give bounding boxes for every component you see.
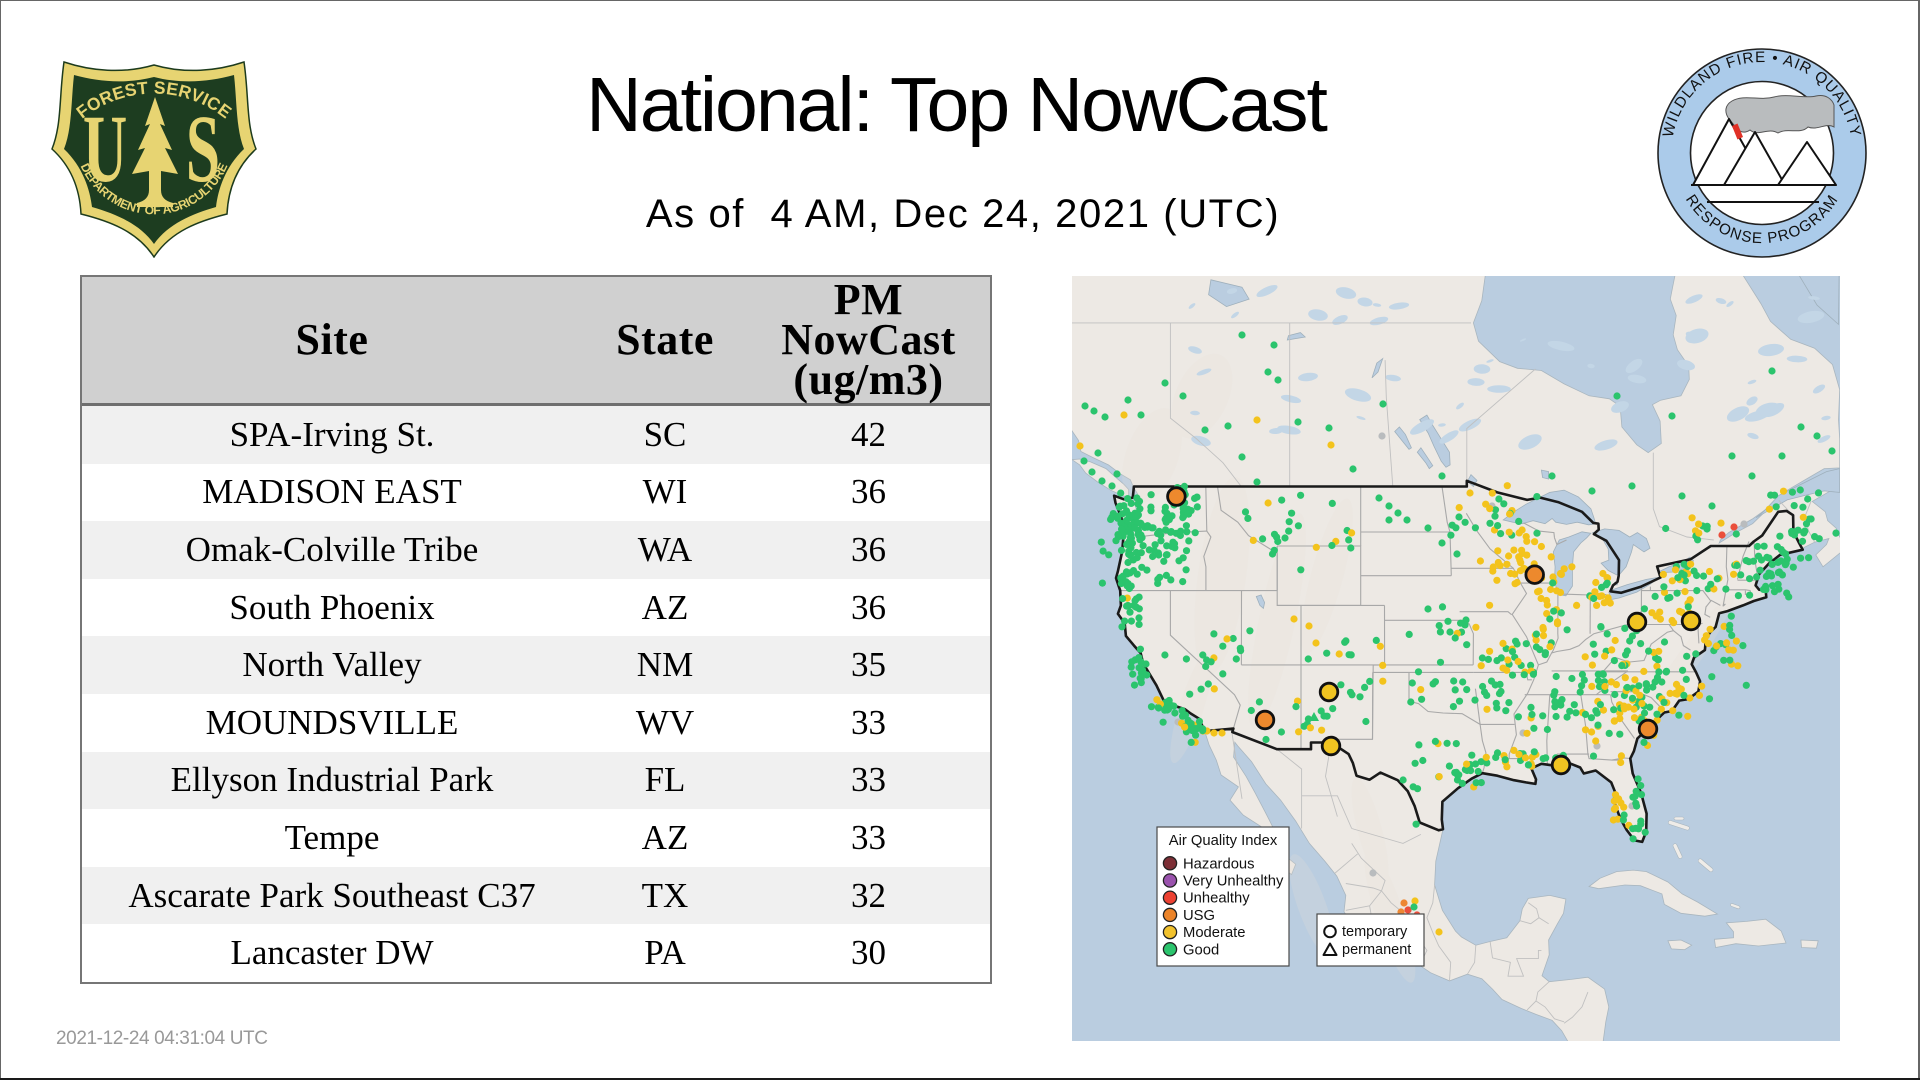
svg-text:USG: USG — [1183, 908, 1215, 924]
svg-text:Very Unhealthy: Very Unhealthy — [1183, 874, 1284, 890]
svg-text:S: S — [186, 96, 220, 202]
svg-text:Hazardous: Hazardous — [1183, 856, 1255, 872]
svg-text:U: U — [83, 96, 127, 202]
svg-text:Moderate: Moderate — [1183, 925, 1246, 941]
svg-text:Air Quality Index: Air Quality Index — [1169, 833, 1278, 849]
svg-text:permanent: permanent — [1342, 942, 1411, 958]
svg-text:temporary: temporary — [1342, 924, 1408, 940]
svg-text:Good: Good — [1183, 942, 1219, 958]
svg-text:Unhealthy: Unhealthy — [1183, 891, 1250, 907]
